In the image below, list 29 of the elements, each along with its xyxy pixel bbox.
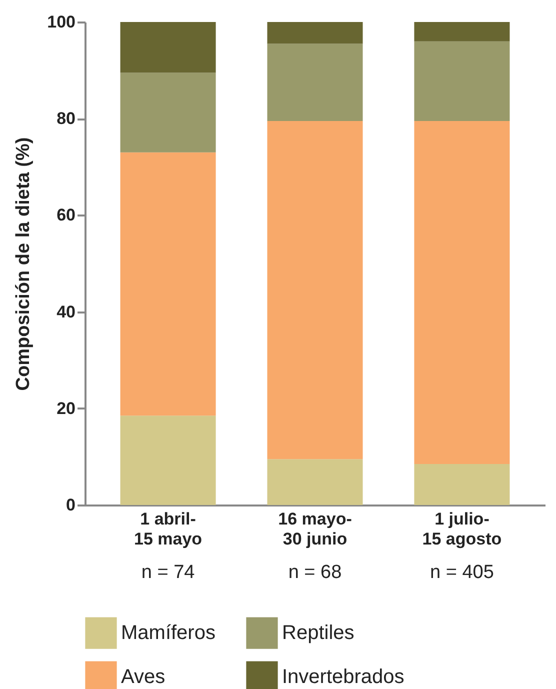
x-tick-label: 16 mayo- 30 junio [278, 510, 352, 548]
y-axis-title: Composición de la dieta (%) [13, 137, 34, 391]
y-tick-label: 100 [47, 12, 76, 32]
bar [120, 416, 216, 505]
y-tick-label: 60 [56, 206, 76, 225]
y-tick-label: 80 [56, 109, 76, 128]
bar [414, 464, 510, 505]
y-tick-label: 20 [56, 398, 76, 418]
bar [120, 152, 216, 416]
bar [267, 121, 363, 460]
bar [414, 121, 510, 464]
bar [414, 41, 510, 122]
text: n = 68 [288, 562, 342, 583]
bar [120, 22, 216, 73]
bar [267, 22, 363, 44]
legend-label: Mamíferos [121, 622, 216, 644]
y-tick-label: 0 [66, 496, 76, 514]
y-tick-label: 40 [56, 302, 76, 322]
legend-label: Reptiles [282, 622, 354, 644]
bar [120, 72, 216, 152]
text: n = 74 [141, 562, 196, 583]
x-tick-label: 1 julio- 15 agosto [422, 510, 502, 548]
bar [414, 22, 510, 42]
bar [267, 459, 363, 505]
legend-label: Aves [121, 666, 166, 688]
text: n = 405 [430, 562, 494, 583]
bar [267, 44, 363, 122]
legend-label: Invertebrados [282, 666, 404, 688]
x-tick-label: 1 abril- 15 mayo [134, 510, 202, 548]
